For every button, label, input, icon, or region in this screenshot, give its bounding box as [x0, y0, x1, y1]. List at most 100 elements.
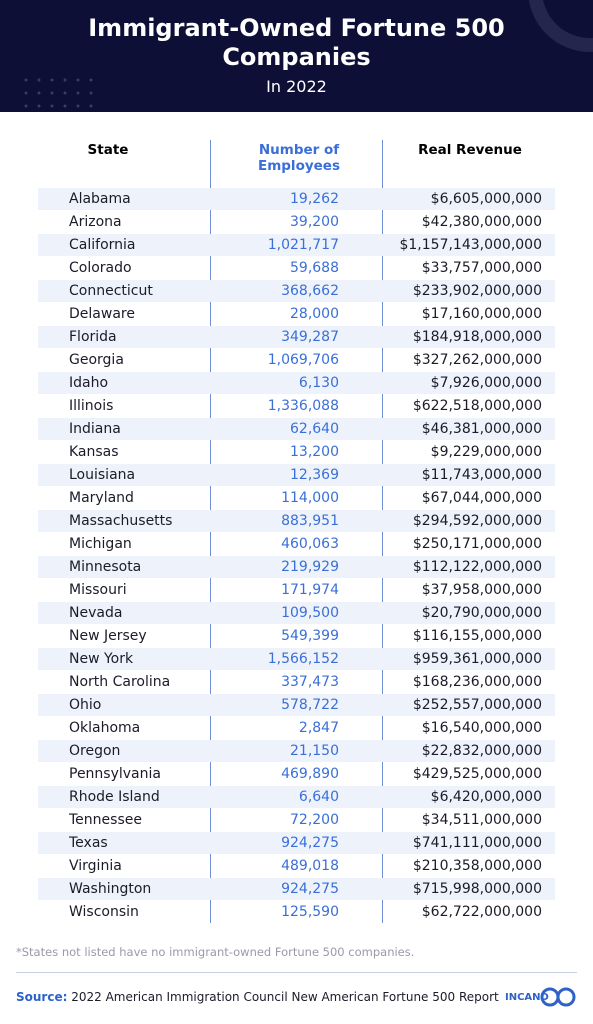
employees-cell: 171,974 — [281, 582, 339, 598]
employees-cell: 1,021,717 — [267, 237, 339, 253]
revenue-cell: $252,557,000,000 — [412, 697, 542, 713]
state-cell: Washington — [69, 881, 152, 897]
revenue-cell: $116,155,000,000 — [412, 628, 542, 644]
revenue-cell: $429,525,000,000 — [412, 766, 542, 782]
employees-cell: 59,688 — [290, 260, 339, 276]
revenue-cell: $959,361,000,000 — [412, 651, 542, 667]
employees-cell: 1,069,706 — [267, 352, 339, 368]
revenue-cell: $42,380,000,000 — [421, 214, 542, 230]
state-cell: Rhode Island — [69, 789, 160, 805]
employees-cell: 72,200 — [290, 812, 339, 828]
title: Immigrant-Owned Fortune 500 Companies — [88, 14, 505, 71]
employees-cell: 219,929 — [281, 559, 339, 575]
state-cell: California — [69, 237, 136, 253]
table-row: Delaware 28,000 $17,160,000,000 — [38, 303, 555, 325]
header: Immigrant-Owned Fortune 500 Companies In… — [0, 0, 593, 112]
revenue-cell: $715,998,000,000 — [412, 881, 542, 897]
employees-cell: 1,566,152 — [267, 651, 339, 667]
state-cell: Wisconsin — [69, 904, 139, 920]
table-row: Arizona 39,200 $42,380,000,000 — [38, 211, 555, 233]
state-cell: New York — [69, 651, 134, 667]
employees-cell: 13,200 — [290, 444, 339, 460]
revenue-cell: $233,902,000,000 — [412, 283, 542, 299]
table-row: Oklahoma 2,847 $16,540,000,000 — [38, 717, 555, 739]
employees-cell: 489,018 — [281, 858, 339, 874]
revenue-cell: $46,381,000,000 — [421, 421, 542, 437]
revenue-cell: $34,511,000,000 — [421, 812, 542, 828]
source: Source: 2022 American Immigration Counci… — [16, 990, 499, 1004]
column-header: State — [87, 142, 129, 158]
employees-cell: 460,063 — [281, 536, 339, 552]
logo-text: INCAND — [505, 992, 549, 1003]
state-cell: Michigan — [69, 536, 132, 552]
revenue-cell: $6,420,000,000 — [430, 789, 542, 805]
employees-cell: 1,336,088 — [267, 398, 339, 414]
state-cell: Texas — [69, 835, 108, 851]
state-cell: Oregon — [69, 743, 121, 759]
state-cell: Idaho — [69, 375, 109, 391]
employees-cell: 21,150 — [290, 743, 339, 759]
employees-cell: 924,275 — [281, 835, 339, 851]
revenue-cell: $11,743,000,000 — [421, 467, 542, 483]
employees-cell: 368,662 — [281, 283, 339, 299]
table-row: Kansas 13,200 $9,229,000,000 — [38, 441, 555, 463]
table-row: Tennessee 72,200 $34,511,000,000 — [38, 809, 555, 831]
revenue-cell: $7,926,000,000 — [430, 375, 542, 391]
revenue-cell: $210,358,000,000 — [412, 858, 542, 874]
employees-cell: 2,847 — [298, 720, 339, 736]
employees-cell: 114,000 — [281, 490, 339, 506]
state-cell: Missouri — [69, 582, 127, 598]
state-cell: Indiana — [69, 421, 121, 437]
source-text: 2022 American Immigration Council New Am… — [71, 990, 499, 1004]
employees-cell: 469,890 — [281, 766, 339, 782]
table-row: New York 1,566,152 $959,361,000,000 — [38, 648, 555, 670]
table-row: Virginia 489,018 $210,358,000,000 — [38, 855, 555, 877]
table-row: Texas 924,275 $741,111,000,000 — [38, 832, 555, 854]
revenue-cell: $1,157,143,000,000 — [399, 237, 542, 253]
revenue-cell: $250,171,000,000 — [412, 536, 542, 552]
table-row: Alabama 19,262 $6,605,000,000 — [38, 188, 555, 210]
employees-cell: 109,500 — [281, 605, 339, 621]
table-row: California 1,021,717 $1,157,143,000,000 — [38, 234, 555, 256]
employees-cell: 349,287 — [281, 329, 339, 345]
employees-cell: 39,200 — [290, 214, 339, 230]
state-cell: Oklahoma — [69, 720, 141, 736]
table-row: Ohio 578,722 $252,557,000,000 — [38, 694, 555, 716]
table-row: Rhode Island 6,640 $6,420,000,000 — [38, 786, 555, 808]
column-header: Real Revenue — [418, 142, 522, 158]
column-header: Number of Employees — [257, 142, 340, 174]
source-label: Source: — [16, 990, 68, 1004]
employees-cell: 337,473 — [281, 674, 339, 690]
state-cell: Pennsylvania — [69, 766, 161, 782]
employees-cell: 19,262 — [290, 191, 339, 207]
revenue-cell: $22,832,000,000 — [421, 743, 542, 759]
header-decoration — [24, 0, 593, 108]
employees-cell: 6,640 — [298, 789, 339, 805]
employees-cell: 125,590 — [281, 904, 339, 920]
table-row: Connecticut 368,662 $233,902,000,000 — [38, 280, 555, 302]
revenue-cell: $33,757,000,000 — [421, 260, 542, 276]
state-cell: Connecticut — [69, 283, 153, 299]
revenue-cell: $37,958,000,000 — [421, 582, 542, 598]
table-row: Idaho 6,130 $7,926,000,000 — [38, 372, 555, 394]
table-row: Illinois 1,336,088 $622,518,000,000 — [38, 395, 555, 417]
state-cell: Alabama — [69, 191, 131, 207]
table-row: Massachusetts 883,951 $294,592,000,000 — [38, 510, 555, 532]
revenue-cell: $168,236,000,000 — [412, 674, 542, 690]
state-cell: Ohio — [69, 697, 102, 713]
divider — [16, 972, 577, 973]
table-row: North Carolina 337,473 $168,236,000,000 — [38, 671, 555, 693]
table-row: Minnesota 219,929 $112,122,000,000 — [38, 556, 555, 578]
state-cell: Arizona — [69, 214, 122, 230]
table-row: Georgia 1,069,706 $327,262,000,000 — [38, 349, 555, 371]
table-row: Florida 349,287 $184,918,000,000 — [38, 326, 555, 348]
table-row: New Jersey 549,399 $116,155,000,000 — [38, 625, 555, 647]
table-row: Maryland 114,000 $67,044,000,000 — [38, 487, 555, 509]
table-row: Nevada 109,500 $20,790,000,000 — [38, 602, 555, 624]
revenue-cell: $16,540,000,000 — [421, 720, 542, 736]
revenue-cell: $327,262,000,000 — [412, 352, 542, 368]
employees-cell: 28,000 — [290, 306, 339, 322]
footnote: *States not listed have no immigrant-own… — [16, 945, 415, 959]
state-cell: Tennessee — [69, 812, 142, 828]
